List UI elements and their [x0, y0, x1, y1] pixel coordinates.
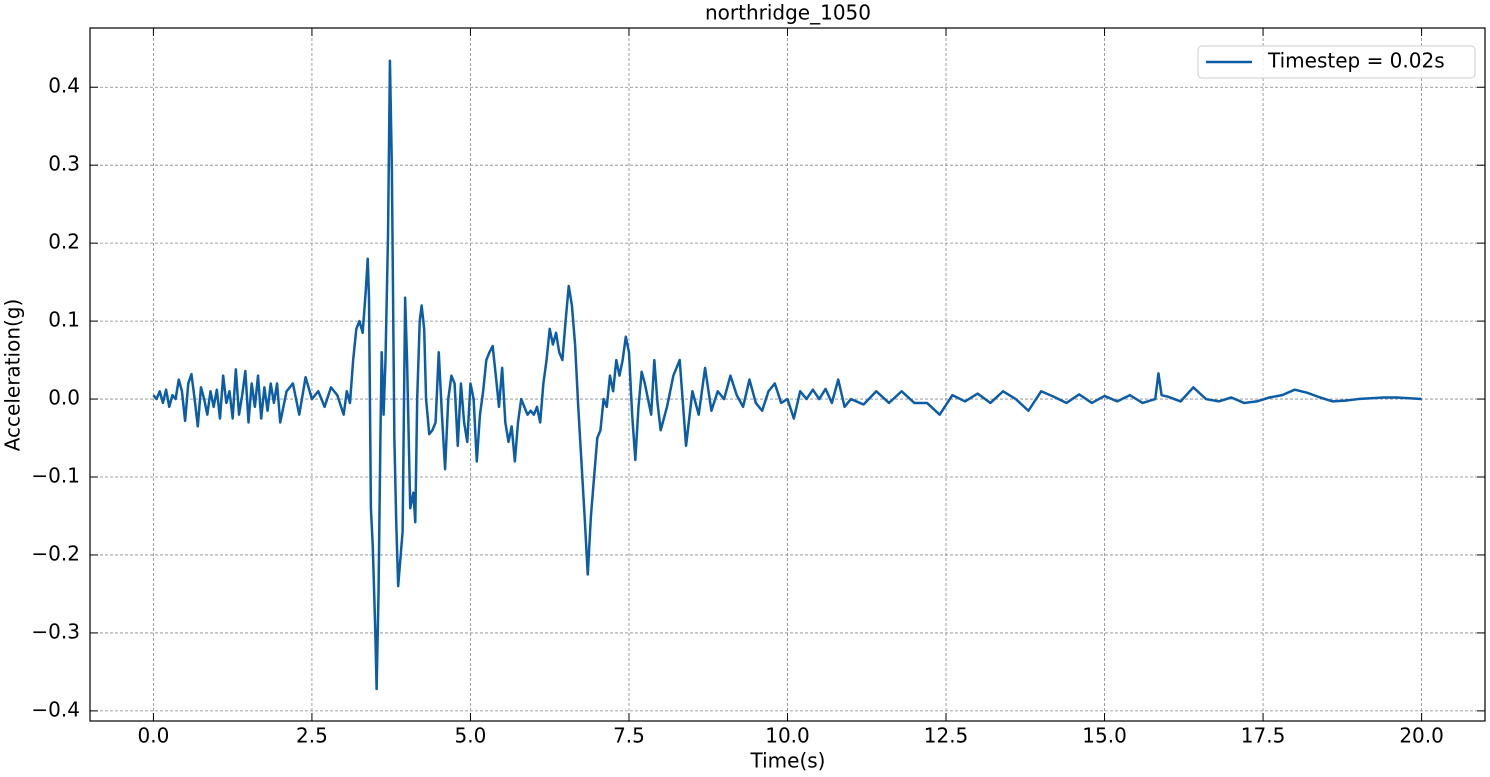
x-tick-label: 7.5	[613, 724, 645, 748]
x-tick-label: 5.0	[455, 724, 487, 748]
y-tick-label: −0.1	[31, 464, 80, 488]
y-tick-label: 0.3	[48, 152, 80, 176]
x-tick-label: 2.5	[296, 724, 328, 748]
plot-frame	[89, 27, 1486, 722]
chart-title: northridge_1050	[705, 1, 871, 25]
data-line	[152, 59, 1422, 691]
x-tick-label: 17.5	[1241, 724, 1286, 748]
x-tick-label: 15.0	[1082, 724, 1127, 748]
y-tick-label: 0.1	[48, 308, 80, 332]
y-tick-label: 0.0	[48, 386, 80, 410]
y-tick-label: −0.3	[31, 619, 80, 643]
x-tick-label: 20.0	[1399, 724, 1444, 748]
y-tick-label: 0.4	[48, 74, 80, 98]
x-axis-label: Time(s)	[750, 749, 826, 773]
y-tick-label: 0.2	[48, 230, 80, 254]
y-tick-label: −0.4	[31, 697, 80, 721]
x-tick-label: 12.5	[924, 724, 969, 748]
x-tick-label: 10.0	[765, 724, 810, 748]
x-tick-label: 0.0	[138, 724, 170, 748]
y-axis-label: Acceleration(g)	[1, 299, 25, 452]
legend-label: Timestep = 0.02s	[1267, 49, 1445, 73]
y-tick-label: −0.2	[31, 541, 80, 565]
legend-box	[1197, 45, 1476, 79]
